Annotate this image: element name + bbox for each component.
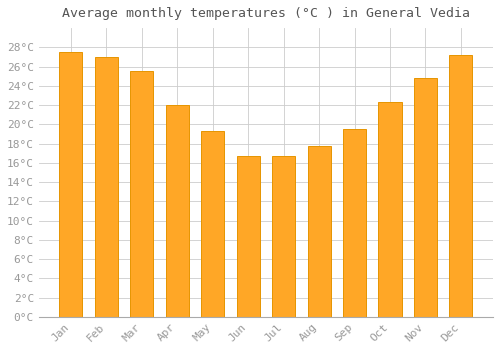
Bar: [236, 156, 260, 317]
Bar: [166, 105, 189, 317]
Bar: [378, 102, 402, 317]
Bar: [60, 52, 82, 317]
Title: Average monthly temperatures (°C ) in General Vedia: Average monthly temperatures (°C ) in Ge…: [62, 7, 470, 20]
Bar: [201, 131, 224, 317]
Bar: [272, 156, 295, 317]
Bar: [343, 129, 366, 317]
Bar: [414, 78, 437, 317]
Bar: [130, 71, 154, 317]
Bar: [308, 146, 330, 317]
Bar: [95, 57, 118, 317]
Bar: [450, 55, 472, 317]
